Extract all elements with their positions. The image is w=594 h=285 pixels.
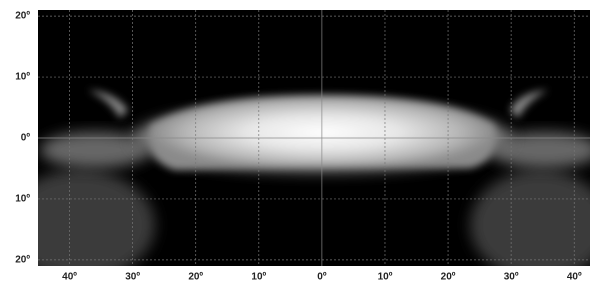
y-tick-label: 10º — [15, 194, 30, 205]
x-tick-label: 40º — [62, 272, 77, 283]
x-tick-label: 0º — [317, 272, 327, 283]
page: 40º 30º 20º 10º 0º 10º 20º 30º 40º 20º 10º 0º 10º 20º… — [0, 0, 594, 285]
x-tick-label: 30º — [504, 272, 519, 283]
y-tick-label: 0º — [21, 133, 31, 144]
x-tick-label: 30º — [125, 272, 140, 283]
x-tick-label: 40º — [567, 272, 582, 283]
x-tick-label: 10º — [251, 272, 266, 283]
y-tick-label: 10º — [15, 72, 30, 83]
x-tick-label: 20º — [188, 272, 203, 283]
x-tick-label: 20º — [441, 272, 456, 283]
x-tick-label: 10º — [378, 272, 393, 283]
y-tick-label: 20º — [15, 255, 30, 266]
y-tick-label: 20º — [15, 11, 30, 22]
chart: 40º 30º 20º 10º 0º 10º 20º 30º 40º 20º 10º 0º 10º 20º — [0, 0, 594, 285]
